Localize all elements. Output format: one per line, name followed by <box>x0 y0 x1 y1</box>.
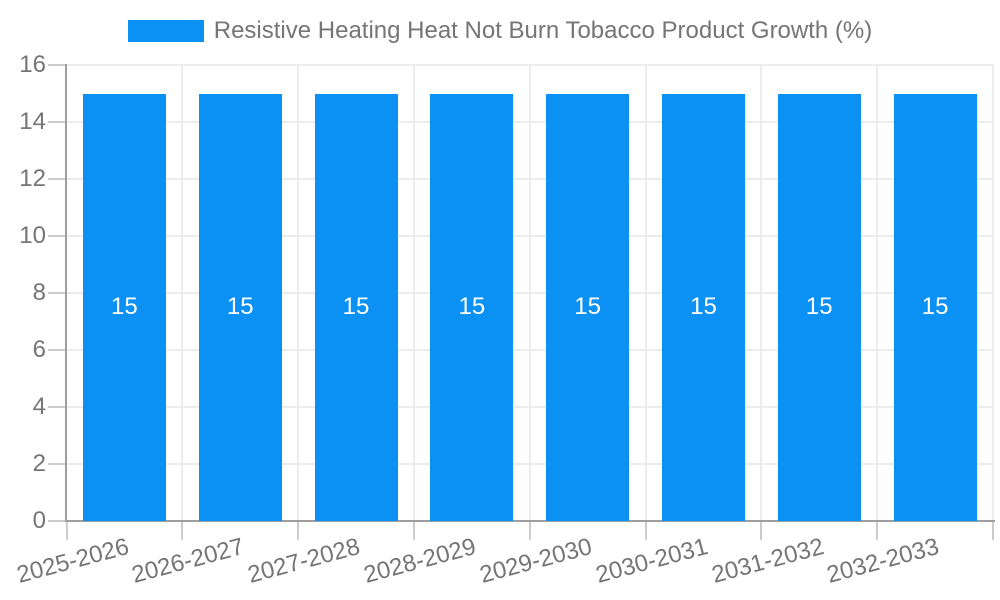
gridline-vertical <box>644 65 647 521</box>
bar <box>893 93 977 521</box>
y-axis-label: 14 <box>19 108 46 135</box>
bar <box>82 93 166 521</box>
x-axis-tick <box>65 521 68 540</box>
bar-value-label: 15 <box>342 293 370 321</box>
bar <box>198 93 282 521</box>
y-axis-line <box>65 64 67 522</box>
y-axis-label: 12 <box>19 165 46 192</box>
y-axis-label: 2 <box>32 450 46 477</box>
x-axis-label: 2027-2028 <box>245 533 364 589</box>
x-axis-tick <box>181 521 184 540</box>
y-axis-tick <box>48 349 66 351</box>
bar <box>430 93 514 521</box>
y-axis-tick <box>48 121 66 123</box>
gridline-vertical <box>181 65 184 521</box>
x-axis-tick <box>528 521 531 540</box>
gridline-vertical <box>876 65 879 521</box>
y-axis-tick <box>48 64 66 66</box>
x-axis-tick <box>760 521 763 540</box>
bar-value-label: 15 <box>458 293 486 321</box>
x-axis-label: 2029-2030 <box>476 533 595 589</box>
bar-value-label: 15 <box>226 293 254 321</box>
legend-label: Resistive Heating Heat Not Burn Tobacco … <box>213 17 873 44</box>
bar-value-label: 15 <box>805 293 833 321</box>
x-axis-line <box>65 520 995 522</box>
y-axis-tick <box>48 406 66 408</box>
y-axis-tick <box>48 463 66 465</box>
x-axis-tick <box>297 521 300 540</box>
x-axis-tick <box>644 521 647 540</box>
x-axis-label: 2025-2026 <box>13 533 132 589</box>
bar <box>546 93 630 521</box>
y-axis-tick <box>48 292 66 294</box>
y-axis-label: 0 <box>32 507 46 534</box>
bar <box>661 93 745 521</box>
x-axis-label: 2031-2032 <box>708 533 827 589</box>
x-axis-tick <box>876 521 879 540</box>
y-axis-tick <box>48 235 66 237</box>
y-axis-label: 16 <box>19 51 46 78</box>
y-axis-label: 8 <box>32 279 46 306</box>
x-axis-tick <box>412 521 415 540</box>
bar <box>314 93 398 521</box>
x-axis-label: 2030-2031 <box>592 533 711 589</box>
chart-legend[interactable]: Resistive Heating Heat Not Burn Tobacco … <box>0 14 1000 48</box>
bar-value-label: 15 <box>574 293 602 321</box>
gridline-vertical <box>297 65 300 521</box>
bar-value-label: 15 <box>921 293 949 321</box>
x-axis-label: 2032-2033 <box>824 533 943 589</box>
bar-value-label: 15 <box>111 293 138 321</box>
gridline-vertical <box>760 65 763 521</box>
y-axis-tick <box>48 178 66 180</box>
x-axis-label: 2028-2029 <box>360 533 479 589</box>
y-axis-tick <box>48 520 66 522</box>
bar-value-label: 15 <box>690 293 717 321</box>
legend-swatch <box>127 20 204 42</box>
gridline-vertical <box>528 65 531 521</box>
gridline-vertical <box>412 65 415 521</box>
bar <box>777 93 861 521</box>
gridline-vertical <box>992 65 994 521</box>
y-axis-label: 10 <box>19 222 46 249</box>
x-axis-tick <box>992 521 994 540</box>
y-axis-label: 4 <box>32 393 46 420</box>
y-axis-label: 6 <box>32 336 46 363</box>
x-axis-label: 2026-2027 <box>129 533 248 589</box>
